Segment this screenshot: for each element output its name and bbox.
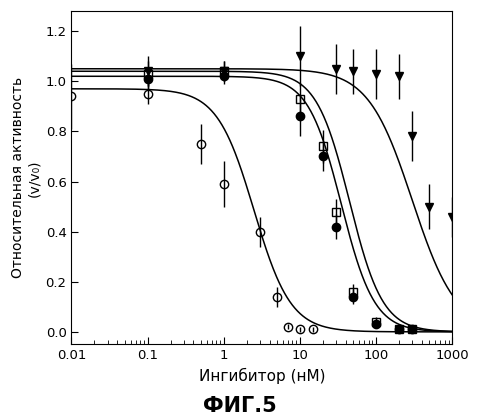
- X-axis label: Ингибитор (нМ): Ингибитор (нМ): [199, 368, 325, 384]
- Text: ФИГ.5: ФИГ.5: [203, 396, 277, 416]
- Y-axis label: Относительная активность
(v/v₀): Относительная активность (v/v₀): [11, 77, 41, 278]
